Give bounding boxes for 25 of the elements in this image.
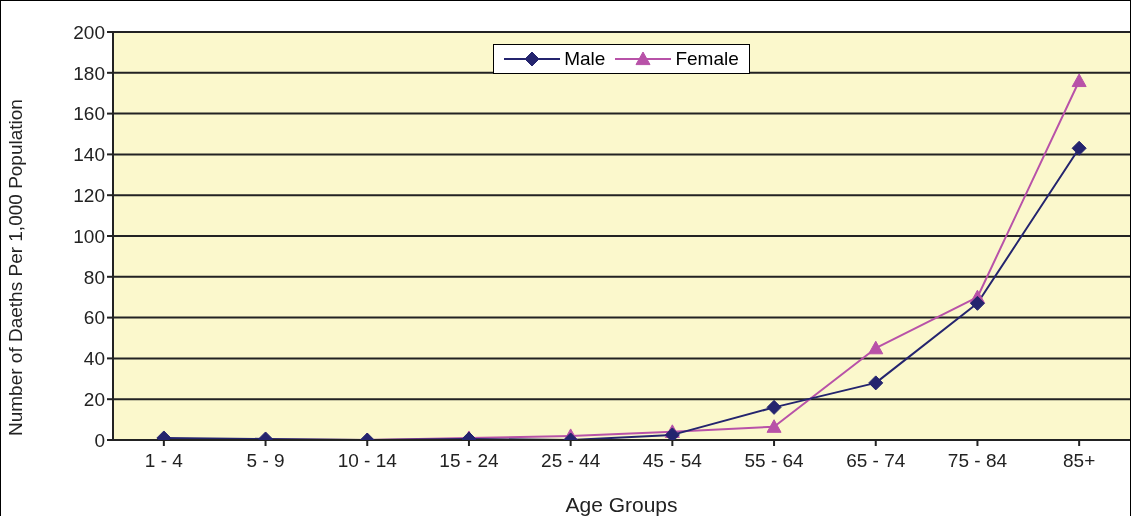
x-tick-label: 65 - 74 bbox=[846, 450, 906, 472]
x-tick-label: 25 - 44 bbox=[541, 450, 601, 472]
y-tick-label: 140 bbox=[73, 144, 105, 166]
y-tick-label: 80 bbox=[83, 266, 105, 288]
legend-label: Female bbox=[674, 48, 739, 70]
y-axis-title: Number of Daeths Per 1,000 Population bbox=[4, 99, 26, 436]
x-tick-label: 55 - 64 bbox=[744, 450, 805, 472]
y-tick-label: 160 bbox=[73, 103, 105, 125]
y-tick-label: 20 bbox=[83, 388, 105, 410]
y-tick-label: 200 bbox=[73, 21, 105, 43]
y-tick-label: 120 bbox=[73, 184, 105, 206]
x-tick-label: 75 - 84 bbox=[947, 450, 1008, 472]
x-tick-label: 5 - 9 bbox=[246, 450, 285, 472]
x-tick-label: 10 - 14 bbox=[337, 450, 398, 472]
x-tick-label: 45 - 54 bbox=[642, 450, 703, 472]
x-tick-label: 1 - 4 bbox=[144, 450, 184, 472]
x-axis-title: Age Groups bbox=[565, 493, 678, 516]
y-tick-label: 0 bbox=[94, 429, 105, 451]
x-tick-label: 85+ bbox=[1063, 450, 1096, 472]
y-tick-label: 60 bbox=[83, 307, 105, 329]
x-tick-label: 15 - 24 bbox=[439, 450, 499, 472]
y-tick-label: 100 bbox=[73, 225, 105, 247]
y-tick-label: 40 bbox=[83, 348, 105, 370]
y-tick-label: 180 bbox=[73, 62, 105, 84]
legend-label: Male bbox=[563, 48, 606, 70]
